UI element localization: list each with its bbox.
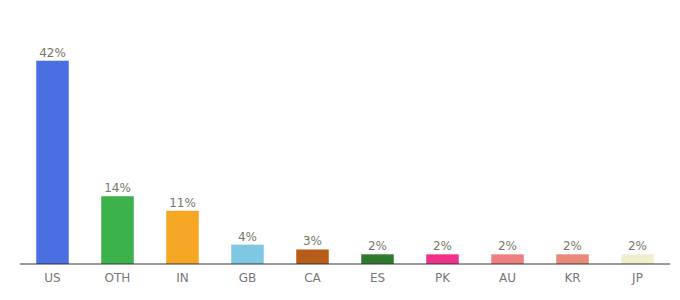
bar <box>491 254 524 264</box>
bar <box>296 249 329 264</box>
bars <box>36 61 654 264</box>
bar <box>166 211 199 264</box>
bar <box>426 254 459 264</box>
page: {"chart_data": {"type": "bar", "categori… <box>0 0 680 300</box>
data-label: 2% <box>498 239 517 253</box>
x-tick-label: OTH <box>105 271 131 285</box>
data-label: 2% <box>628 239 647 253</box>
chart: 42% 14% 11% 4% 3% 2% 2% 2% 2% 2% US OTH IN GB CA ES PK AU… <box>0 0 680 300</box>
x-tick-label: IN <box>176 271 189 285</box>
data-labels: 42% 14% 11% 4% 3% 2% 2% 2% 2% 2% <box>39 46 647 254</box>
data-label: 2% <box>368 239 387 253</box>
x-tick-label: PK <box>435 271 451 285</box>
data-label: 11% <box>169 196 196 210</box>
x-tick-label: US <box>44 271 60 285</box>
bar <box>231 245 264 264</box>
x-axis <box>20 264 670 265</box>
bar <box>101 196 134 264</box>
x-tick-label: AU <box>499 271 516 285</box>
bar <box>621 254 654 264</box>
x-axis-group: US OTH IN GB CA ES PK AU KR JP <box>20 264 670 285</box>
data-label: 42% <box>39 46 66 60</box>
x-tick-label: CA <box>304 271 321 285</box>
bar <box>36 61 69 264</box>
data-label: 2% <box>563 239 582 253</box>
data-label: 3% <box>303 234 322 248</box>
data-label: 14% <box>104 181 131 195</box>
x-tick-label: JP <box>631 271 643 285</box>
chart-container: 42% 14% 11% 4% 3% 2% 2% 2% 2% 2% US OTH IN GB CA ES PK AU… <box>0 0 680 300</box>
bar <box>361 254 394 264</box>
x-tick-label: ES <box>370 271 385 285</box>
data-label: 4% <box>238 230 257 244</box>
data-label: 2% <box>433 239 452 253</box>
x-tick-label: KR <box>564 271 580 285</box>
x-tick-label: GB <box>239 271 257 285</box>
bar <box>556 254 589 264</box>
